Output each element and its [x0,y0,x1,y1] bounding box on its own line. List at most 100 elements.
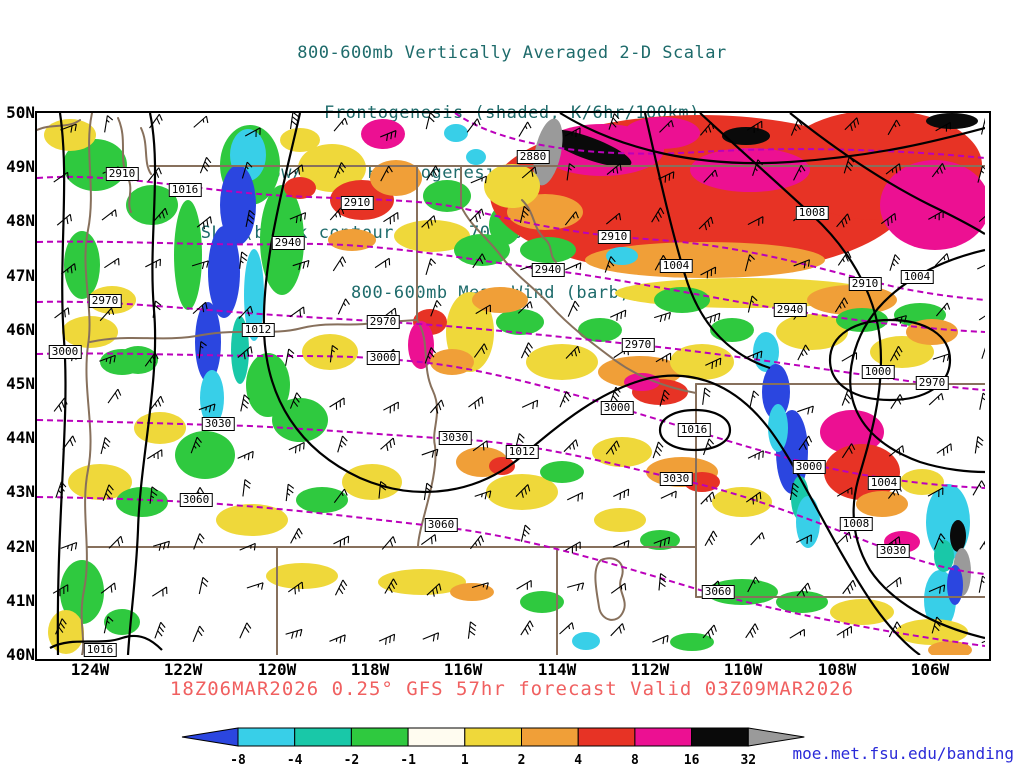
wind-barb [289,306,305,318]
wind-barb [199,157,212,174]
wind-barb [655,352,672,363]
wind-barb [469,208,485,223]
wind-barb [55,481,67,499]
wind-barb [473,343,488,358]
wind-barb [245,209,256,228]
colorbar-segment [294,727,352,747]
title-line-1: 800-600mb Vertically Averaged 2-D Scalar [297,43,727,63]
lon-axis-label: 110W [723,660,763,679]
wind-barb [149,395,164,411]
wind-barb [52,584,69,597]
colorbar-tick-label: 8 [631,753,639,768]
wind-barb [475,304,491,315]
wind-barb [425,113,436,130]
wind-barb [53,397,68,412]
wind-barb [288,441,305,454]
wind-barb [931,616,942,634]
wind-barb [193,115,209,128]
lon-axis-label: 122W [163,660,203,679]
wind-barb [654,311,671,323]
lat-axis-label: 41N [6,591,35,610]
wind-barb [422,632,440,642]
wind-barb [978,575,985,593]
wind-barb [978,315,985,321]
wind-barb [380,130,397,141]
colorbar-right-arrow [747,727,805,747]
wind-barb [285,348,295,366]
wind-barb [651,207,665,223]
wind-barb [472,253,486,269]
wind-barb [468,396,484,410]
wind-barb [747,216,764,226]
wind-barb [60,263,77,275]
wind-barb [149,486,158,504]
wind-barb [927,487,944,498]
wind-barb [474,490,492,500]
wind-barb [565,541,581,554]
wind-barb [470,175,487,184]
wind-barb [519,205,530,224]
wind-barb [469,535,485,550]
lat-axis-label: 44N [6,428,35,447]
wind-barb [703,169,718,183]
wind-barb [239,251,248,269]
wind-barb [889,254,901,271]
map-frame [35,111,991,661]
wind-barb [149,113,163,129]
wind-barb [698,216,714,231]
wind-barb [521,166,537,179]
wind-barb [102,484,114,501]
lat-axis-label: 45N [6,374,35,393]
wind-barb [700,491,716,505]
colorbar-tick-label: 4 [574,753,582,768]
wind-barb [153,540,170,551]
wind-barb [329,206,345,221]
wind-barb [153,207,168,222]
lon-axis-label: 106W [910,660,950,679]
wind-barb [653,536,671,548]
wind-barb [564,127,581,138]
wind-barb [797,405,814,415]
wind-barb [797,344,810,361]
wind-barb [515,484,531,498]
wind-barb [703,312,721,324]
wind-barb [99,307,115,322]
wind-barb [374,257,391,269]
wind-barb [56,213,72,226]
wind-barb [60,541,78,552]
wind-barb [472,440,489,452]
wind-barb [423,482,433,501]
wind-barb [610,582,627,594]
wind-barb [793,164,806,181]
colorbar-segment [521,727,579,747]
credit-link[interactable]: moe.met.fsu.edu/banding [792,744,1014,763]
wind-barb [612,540,630,548]
wind-barb [290,528,303,544]
wind-barb [198,576,209,595]
colorbar-tick-label: 1 [461,753,469,768]
wind-barb [337,298,350,315]
colorbar-tick-label: -2 [344,753,360,768]
wind-barb [190,436,202,454]
wind-barb [567,582,585,591]
wind-barb [334,579,348,596]
wind-barb [980,117,985,135]
wind-barb [518,121,532,137]
wind-barb [378,633,396,645]
wind-barb [979,392,985,410]
wind-barb [104,115,114,133]
wind-barb [796,534,812,544]
colorbar-tick-label: -8 [230,753,246,768]
colorbar-tick-label: -1 [400,753,416,768]
wind-barb [60,123,77,133]
wind-barb [793,259,811,269]
wind-barb [604,256,616,273]
wind-barb [659,389,670,407]
wind-barb [193,533,205,550]
wind-barb [749,390,760,408]
wind-barb [928,392,944,406]
wind-barb [100,582,117,594]
wind-barb [421,215,437,229]
wind-barb [565,345,581,359]
wind-barb [609,386,621,404]
